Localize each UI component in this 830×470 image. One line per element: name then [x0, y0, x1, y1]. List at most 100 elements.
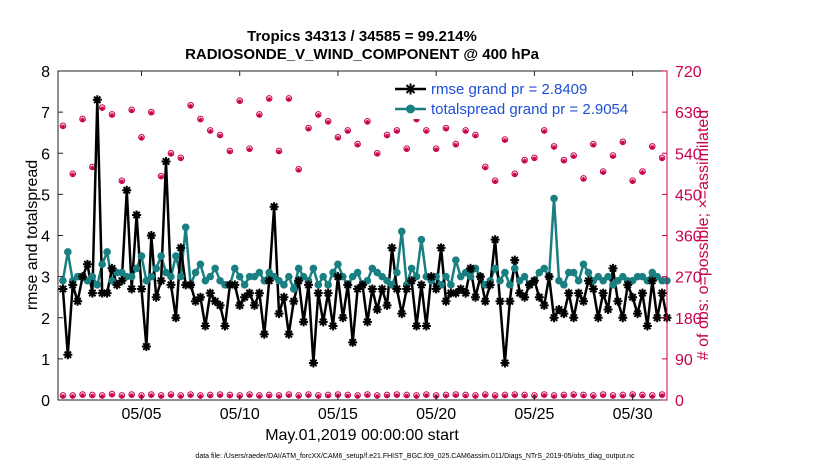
- rmse-point: [92, 95, 102, 105]
- totalspread-point: [506, 281, 514, 289]
- legend-box: [386, 77, 646, 119]
- rmse-point: [456, 284, 466, 294]
- rmse-point: [367, 284, 377, 294]
- obs-assimilated-point: [423, 393, 429, 398]
- obs-assimilated-point: [522, 393, 527, 399]
- rmse-point: [407, 276, 417, 286]
- rmse-point: [431, 284, 441, 294]
- totalspread-point: [157, 252, 165, 260]
- rmse-point: [569, 313, 579, 323]
- obs-assimilated-point: [502, 393, 508, 399]
- totalspread-point: [147, 272, 156, 281]
- obs-assimilated-point: [571, 154, 577, 159]
- obs-assimilated-point: [482, 393, 488, 398]
- rmse-point: [313, 288, 323, 298]
- rmse-point: [323, 288, 333, 298]
- totalspread-point: [167, 272, 175, 281]
- obs-assimilated-point: [129, 393, 135, 398]
- rmse-point: [579, 296, 589, 306]
- rmse-point: [151, 292, 161, 302]
- rmse-point: [358, 280, 367, 290]
- obs-assimilated-point: [188, 103, 194, 109]
- y2-tick-label: 180: [675, 311, 702, 328]
- rmse-point: [191, 296, 201, 306]
- obs-assimilated-point: [198, 117, 203, 123]
- rmse-point: [279, 292, 289, 302]
- totalspread-point: [569, 268, 578, 277]
- obs-assimilated-point: [119, 179, 125, 184]
- rmse-point: [269, 202, 279, 212]
- totalspread-point: [176, 272, 185, 281]
- obs-assimilated-point: [649, 144, 655, 150]
- rmse-point: [505, 296, 515, 306]
- rmse-point: [63, 350, 73, 360]
- obs-assimilated-point: [227, 149, 233, 155]
- rmse-point: [73, 296, 83, 306]
- rmse-point: [254, 288, 264, 298]
- obs-assimilated-point: [207, 128, 213, 134]
- y-tick-label: 7: [41, 105, 50, 122]
- rmse-point: [249, 300, 259, 310]
- rmse-point: [451, 288, 461, 298]
- obs-assimilated-point: [266, 393, 272, 399]
- legend-spread-label: totalspread grand pr = 2.9054: [431, 101, 628, 118]
- obs-assimilated-point: [404, 393, 410, 399]
- rmse-point: [647, 276, 657, 286]
- rmse-point: [475, 272, 485, 282]
- y-tick-label: 1: [41, 352, 50, 369]
- rmse-point: [642, 321, 652, 331]
- rmse-point: [372, 305, 382, 315]
- rmse-point: [583, 276, 593, 286]
- y-tick-label: 8: [41, 64, 50, 81]
- obs-assimilated-point: [227, 393, 233, 399]
- series-marks: [58, 95, 672, 399]
- obs-assimilated-point: [551, 144, 557, 150]
- totalspread-point: [496, 276, 504, 285]
- rmse-point: [97, 288, 107, 298]
- obs-assimilated-point: [315, 393, 321, 399]
- rmse-point: [299, 317, 309, 327]
- obs-assimilated-point: [482, 165, 488, 171]
- totalspread-point: [574, 276, 583, 285]
- obs-assimilated-point: [129, 108, 135, 114]
- obs-assimilated-point: [168, 393, 174, 398]
- obs-assimilated-point: [286, 96, 292, 102]
- obs-assimilated-point: [492, 393, 498, 399]
- rmse-point: [416, 280, 426, 290]
- rmse-point: [534, 292, 544, 302]
- data-file-note: data file: /Users/raeder/DAI/ATM_forcXX/…: [195, 453, 635, 460]
- totalspread-point: [294, 264, 303, 273]
- totalspread-point: [255, 268, 264, 277]
- legend-rmse-label: rmse grand pr = 2.8409: [431, 81, 587, 98]
- obs-assimilated-point: [630, 179, 636, 184]
- obs-assimilated-point: [188, 393, 194, 398]
- obs-assimilated-point: [374, 393, 380, 399]
- x-tick-label: 05/05: [121, 406, 161, 423]
- totalspread-point: [584, 268, 593, 277]
- rmse-point: [412, 321, 422, 331]
- obs-assimilated-point: [70, 393, 76, 399]
- rmse-point: [225, 280, 235, 290]
- obs-assimilated-point: [345, 393, 351, 399]
- totalspread-point: [285, 272, 293, 281]
- obs-assimilated-point: [168, 151, 174, 157]
- totalspread-point: [324, 281, 332, 289]
- rmse-point: [633, 309, 643, 319]
- x-tick-label: 05/10: [220, 406, 260, 423]
- totalspread-point: [319, 272, 328, 281]
- obs-assimilated-point: [571, 393, 577, 398]
- rmse-point: [421, 321, 431, 331]
- y2-tick-label: 270: [675, 270, 702, 287]
- obs-assimilated-point: [109, 392, 115, 398]
- totalspread-point: [314, 281, 323, 289]
- totalspread-point: [132, 264, 141, 273]
- obs-assimilated-point: [247, 147, 252, 152]
- rmse-point: [485, 280, 495, 290]
- obs-assimilated-point: [148, 110, 154, 116]
- totalspread-point: [93, 281, 102, 289]
- obs-assimilated-point: [502, 138, 508, 143]
- rmse-point: [470, 292, 480, 302]
- rmse-point: [441, 296, 451, 306]
- rmse-point: [58, 284, 68, 294]
- axes: 0 1 2 3 4 5 6 7 8 0 90 180 270 360 450 540 630 720 05/05 05…: [41, 64, 702, 423]
